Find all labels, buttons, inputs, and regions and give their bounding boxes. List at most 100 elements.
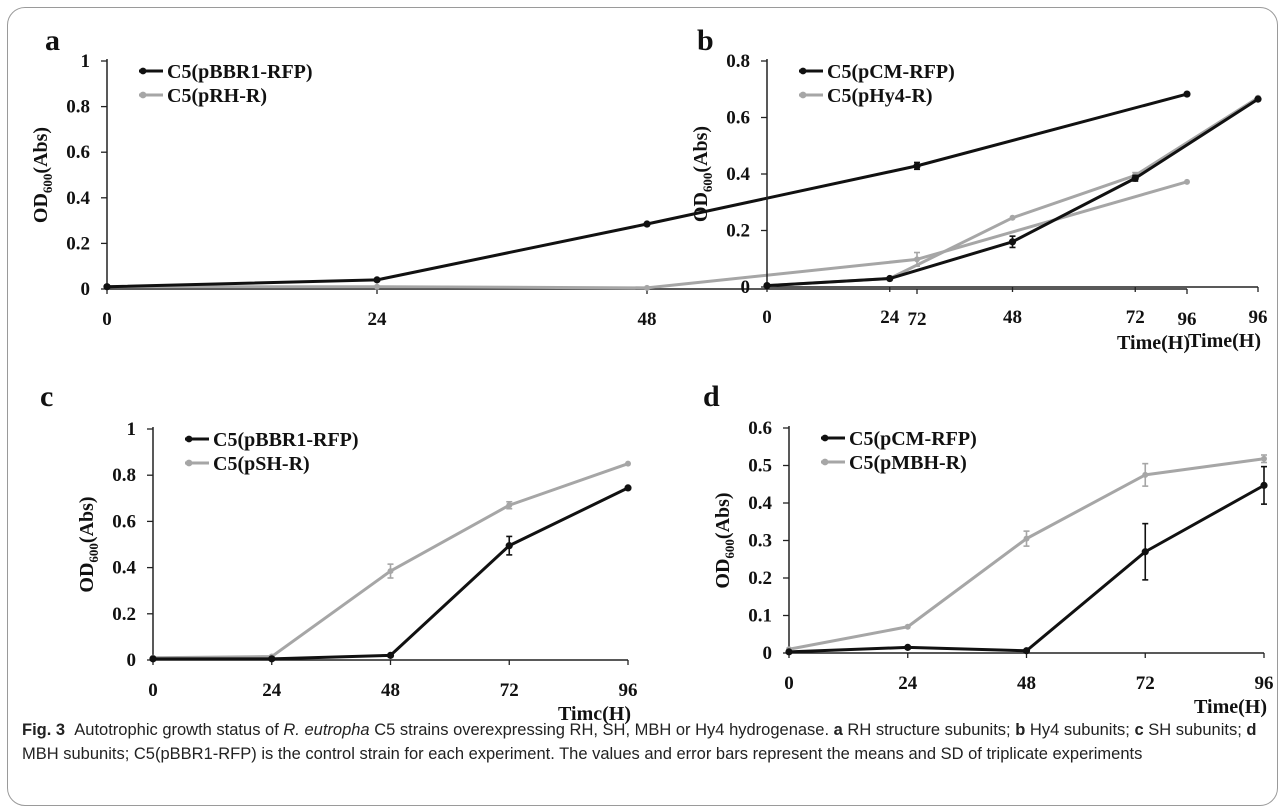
chart-panel-b: b00.20.40.60.80 24 48 72 96Time(H)OD600(Abs)…	[690, 24, 1268, 352]
x-tick-label: 48	[1017, 673, 1036, 694]
x-tick-label: 72	[908, 309, 927, 330]
x-tick-label: 72	[1136, 673, 1155, 694]
data-point	[1131, 174, 1139, 182]
legend-label: C5(pRH-R)	[167, 85, 267, 107]
series-c-1	[149, 484, 632, 663]
data-point	[1008, 238, 1017, 246]
series-line	[766, 96, 1259, 288]
y-axis-label: OD600(Abs)	[690, 126, 715, 222]
series-a-2	[104, 178, 1190, 291]
y-tick-label: 0	[741, 277, 751, 298]
panel-label-c: c	[40, 380, 53, 413]
y-tick-label: 0.2	[66, 233, 90, 254]
y-tick-label: 0.2	[748, 568, 772, 589]
x-tick-label: 24	[262, 680, 282, 701]
caption-d: d	[1246, 721, 1257, 739]
data-point	[914, 256, 920, 263]
x-axis-label: Time(H)	[1188, 330, 1261, 352]
x-axis-label: Time(H)	[1117, 332, 1190, 354]
x-tick-label: 24	[880, 307, 900, 328]
x-tick-label: 0	[762, 307, 772, 328]
data-point	[886, 274, 894, 283]
caption-text-1: Autotrophic growth status of	[74, 721, 284, 739]
caption-fig-label: Fig. 3	[22, 721, 66, 739]
x-tick-label: 72	[1126, 307, 1145, 328]
legend-label: C5(pMBH-R)	[849, 452, 967, 474]
data-point	[1261, 455, 1267, 462]
legend-label: C5(pSH-R)	[213, 453, 310, 475]
data-point	[904, 643, 912, 651]
caption-d-text: MBH subunits; C5(pBBR1-RFP) is the contr…	[22, 745, 1143, 763]
y-tick-label: 1	[127, 419, 137, 440]
y-tick-label: 0.4	[112, 558, 136, 579]
series-d-1	[785, 465, 1268, 656]
caption-organism: R. eutropha	[283, 721, 370, 739]
data-point	[1260, 481, 1268, 489]
series-line	[766, 97, 1259, 288]
series-line	[106, 92, 1188, 289]
data-point	[506, 502, 513, 509]
series-c-2	[150, 460, 631, 661]
x-tick-label: 0	[148, 680, 158, 701]
data-point	[1009, 214, 1016, 221]
y-tick-label: 0.2	[112, 604, 136, 625]
data-point	[386, 651, 395, 659]
series-d-2	[786, 454, 1267, 653]
data-point	[1142, 471, 1149, 478]
data-point	[1254, 95, 1262, 103]
legend-label: C5(pCM-RFP)	[849, 428, 977, 450]
y-tick-label: 0.1	[748, 606, 772, 627]
y-tick-label: 0.8	[726, 51, 750, 72]
data-point	[149, 655, 157, 663]
panel-label-b: b	[697, 24, 714, 57]
data-point	[1183, 90, 1191, 98]
figure-frame	[7, 7, 1278, 806]
data-point	[103, 283, 111, 291]
y-axis-label: OD600(Abs)	[712, 492, 737, 588]
x-tick-label: 0	[784, 673, 794, 694]
data-point	[763, 281, 771, 290]
legend-label: C5(pCM-RFP)	[827, 61, 955, 83]
caption-c: c	[1134, 721, 1144, 739]
legend-marker	[139, 91, 147, 99]
x-tick-label: 96	[1178, 309, 1197, 330]
caption-text-2: C5 strains overexpressing RH, SH, MBH or…	[369, 721, 834, 739]
x-tick-label: 48	[1003, 307, 1022, 328]
x-axis-label: Timc(H)	[558, 703, 631, 725]
legend-marker	[799, 91, 807, 99]
y-tick-label: 0.2	[726, 221, 750, 242]
data-point	[374, 283, 380, 290]
x-tick-label: 96	[1249, 307, 1268, 328]
x-tick-label: 0	[102, 309, 112, 330]
y-tick-label: 0.4	[66, 188, 90, 209]
series-line	[152, 462, 629, 660]
legend-marker	[799, 67, 807, 75]
data-point	[1022, 647, 1031, 655]
data-point	[904, 623, 911, 630]
series-b-1	[763, 95, 1262, 290]
y-tick-label: 0.6	[748, 418, 772, 439]
y-tick-label: 0.8	[112, 465, 136, 486]
y-tick-label: 0.6	[726, 108, 750, 129]
y-tick-label: 0.6	[66, 142, 90, 163]
legend-label: C5(pBBR1-RFP)	[167, 61, 313, 83]
data-point	[373, 276, 381, 284]
x-tick-label: 48	[381, 680, 400, 701]
y-tick-label: 0	[127, 650, 137, 671]
legend-marker	[821, 434, 829, 442]
series-b-2	[764, 94, 1261, 289]
data-point	[1141, 548, 1149, 556]
panel-label-a: a	[45, 24, 60, 57]
y-tick-label: 0.8	[66, 97, 90, 118]
y-tick-label: 0.4	[748, 493, 772, 514]
caption-c-text: SH subunits;	[1143, 721, 1247, 739]
y-tick-label: 0	[763, 643, 773, 664]
y-tick-label: 0	[81, 279, 91, 300]
y-tick-label: 0.5	[748, 456, 772, 477]
x-tick-label: 72	[500, 680, 519, 701]
figure-caption: Fig. 3 Autotrophic growth status of R. e…	[22, 718, 1262, 766]
data-point	[387, 568, 394, 575]
